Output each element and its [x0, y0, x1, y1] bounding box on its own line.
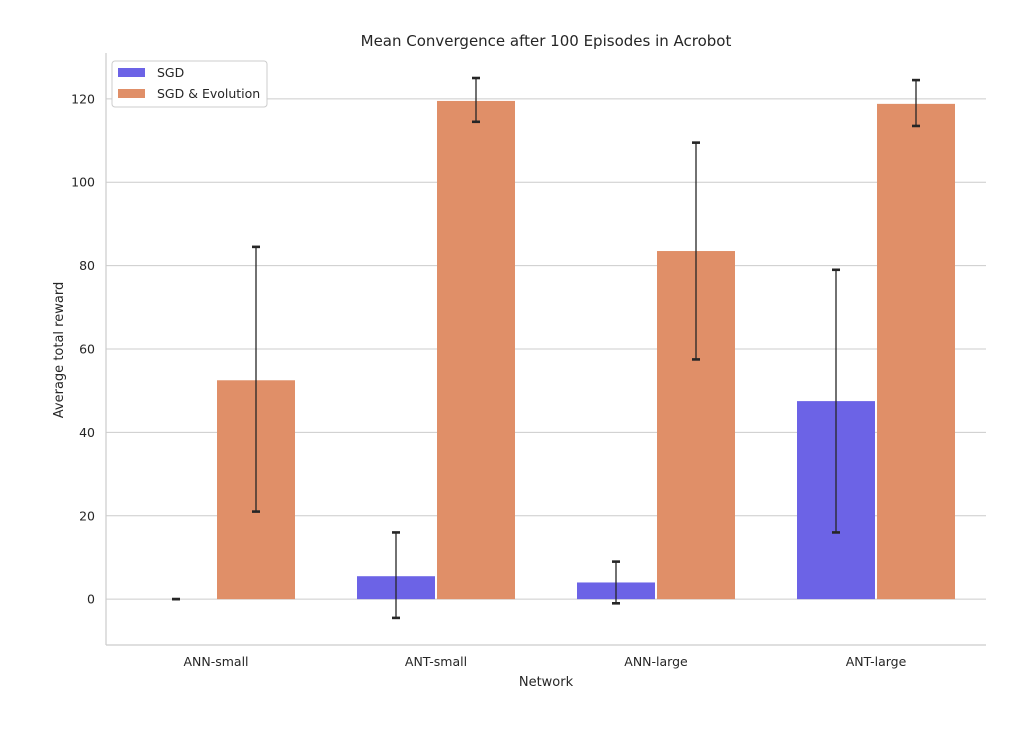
- legend-swatch-sgd: [118, 68, 145, 77]
- legend-box: [111, 60, 268, 108]
- y-tick-label-80: 80: [79, 258, 95, 273]
- errorbar-sgd-ant-large: [832, 268, 840, 534]
- legend-swatch-sgd-evolution: [118, 89, 145, 98]
- y-tick-label-0: 0: [87, 592, 95, 607]
- errorbar-sgd-evolution-ann-small: [252, 245, 260, 513]
- legend-label-sgd-evolution: SGD & Evolution: [157, 86, 260, 101]
- legend-label-sgd: SGD: [157, 65, 184, 80]
- y-tick-labels: 0 20 40 60 80 100 120: [71, 91, 95, 606]
- y-axis-label: Average total reward: [52, 282, 67, 418]
- legend: SGD SGD & Evolution: [111, 60, 268, 108]
- y-tick-label-40: 40: [79, 425, 95, 440]
- x-tick-labels: ANN-small ANT-small ANN-large ANT-large: [183, 654, 906, 669]
- y-tick-label-120: 120: [71, 91, 95, 106]
- spines-layer: [105, 53, 986, 646]
- errorbar-sgd-evolution-ant-small: [472, 76, 480, 124]
- x-tick-label-ann-small: ANN-small: [183, 654, 248, 669]
- x-tick-label-ant-small: ANT-small: [405, 654, 467, 669]
- bars-layer: [217, 100, 955, 600]
- x-axis-label: Network: [519, 675, 574, 690]
- errorbar-sgd-evolution-ann-large: [692, 141, 700, 361]
- errorbars-layer: [172, 76, 920, 620]
- x-tick-label-ann-large: ANN-large: [624, 654, 688, 669]
- chart-title: Mean Convergence after 100 Episodes in A…: [361, 32, 732, 50]
- errorbar-sgd-ant-small: [392, 531, 400, 620]
- bar-sgd-evolution-ant-large: [877, 103, 955, 600]
- errorbar-sgd-evolution-ant-large: [912, 78, 920, 128]
- y-tick-label-60: 60: [79, 342, 95, 357]
- x-tick-label-ant-large: ANT-large: [846, 654, 907, 669]
- y-tick-label-20: 20: [79, 508, 95, 523]
- errorbar-sgd-ann-large: [612, 560, 620, 605]
- bar-sgd-evolution-ant-small: [437, 100, 515, 600]
- y-tick-label-100: 100: [71, 175, 95, 190]
